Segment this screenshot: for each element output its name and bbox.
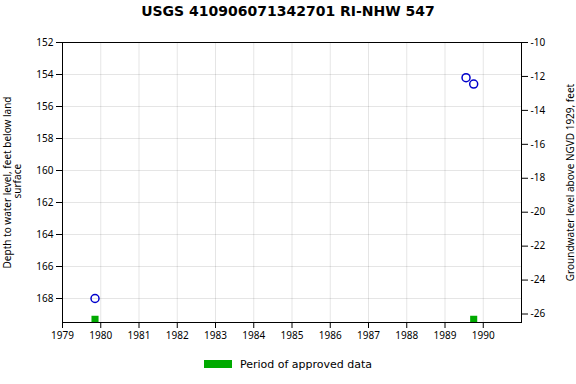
svg-text:1984: 1984	[242, 328, 265, 342]
svg-text:1981: 1981	[128, 328, 151, 342]
svg-text:-12: -12	[531, 69, 546, 83]
svg-text:1987: 1987	[357, 328, 380, 342]
svg-text:154: 154	[36, 67, 53, 81]
svg-text:1979: 1979	[51, 328, 74, 342]
svg-text:-18: -18	[531, 170, 546, 184]
html-text:Period of approved data: Period of approved data	[239, 357, 373, 371]
svg-text:160: 160	[36, 163, 53, 177]
svg-text:Groundwater level above NGVD 1: Groundwater level above NGVD 1929, feet	[563, 83, 576, 281]
svg-text:1990: 1990	[472, 328, 495, 342]
svg-text:1988: 1988	[395, 328, 418, 342]
svg-text:-22: -22	[531, 238, 546, 252]
svg-text:158: 158	[36, 131, 53, 145]
svg-text:1985: 1985	[281, 328, 304, 342]
svg-text:-26: -26	[531, 306, 546, 320]
svg-text:-24: -24	[531, 272, 546, 286]
svg-text:-14: -14	[531, 103, 546, 117]
svg-text:1980: 1980	[89, 328, 112, 342]
svg-text:166: 166	[36, 259, 53, 273]
svg-text:1983: 1983	[204, 328, 227, 342]
svg-text:Depth to water level, feet bel: Depth to water level, feet below land su…	[0, 97, 24, 269]
svg-text:1982: 1982	[166, 328, 189, 342]
svg-text:-20: -20	[531, 204, 546, 218]
svg-text:152: 152	[36, 35, 53, 49]
svg-text:168: 168	[36, 291, 53, 305]
svg-text:164: 164	[36, 227, 53, 241]
svg-text:-16: -16	[531, 137, 546, 151]
svg-text:1989: 1989	[434, 328, 457, 342]
html-text:USGS 410906071342701 RI-NHW 54: USGS 410906071342701 RI-NHW 547	[141, 3, 435, 19]
svg-text:-10: -10	[531, 35, 546, 49]
svg-text:156: 156	[36, 99, 53, 113]
svg-text:1986: 1986	[319, 328, 342, 342]
svg-text:162: 162	[36, 195, 53, 209]
